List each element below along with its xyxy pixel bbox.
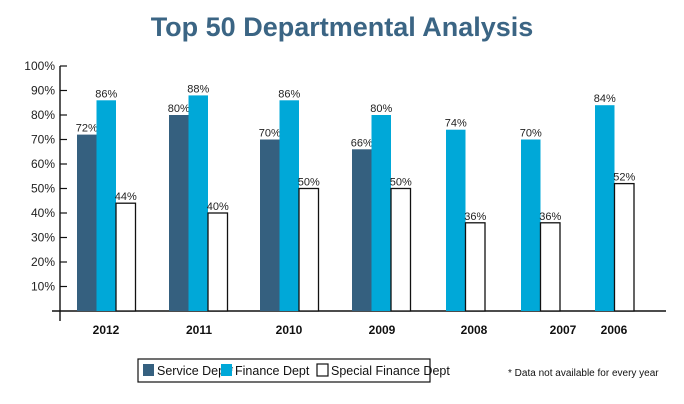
bar-finance-dept-2006 xyxy=(595,105,615,311)
bar-finance-dept-2012 xyxy=(96,100,116,311)
bar-service-dept-2011 xyxy=(169,115,189,311)
bar-special-finance-dept-2012 xyxy=(115,202,137,312)
data-label: 72% xyxy=(76,123,98,135)
y-tick-label: 50% xyxy=(31,182,55,196)
bar-finance-dept-2011 xyxy=(188,95,208,312)
x-tick-label: 2006 xyxy=(601,323,628,337)
bar-service-dept-2010 xyxy=(260,139,280,311)
data-label: 80% xyxy=(370,103,392,115)
data-label: 70% xyxy=(520,128,542,140)
data-label: 86% xyxy=(278,88,300,100)
x-tick-label: 2008 xyxy=(461,323,488,337)
bar-special-finance-dept-2011 xyxy=(207,212,229,312)
footnote: * Data not available for every year xyxy=(508,368,659,379)
data-label: 70% xyxy=(259,128,281,140)
data-label: 74% xyxy=(445,118,467,130)
legend-label: Special Finance Dept xyxy=(331,364,450,378)
x-tick-label: 2011 xyxy=(186,323,212,337)
bar-service-dept-2012 xyxy=(77,134,97,311)
bars: 72% 86% 44% 2012 80% 88% 40% 2011 70% 86% 50% 2010 6… xyxy=(76,83,636,337)
data-label: 80% xyxy=(168,103,190,115)
bar-service-dept-2009 xyxy=(352,149,372,311)
bar-special-finance-dept-2009 xyxy=(390,187,412,312)
bar-special-finance-dept-2006 xyxy=(613,182,635,312)
bar-special-finance-dept-2008 xyxy=(464,222,486,312)
y-tick-label: 70% xyxy=(31,133,55,147)
data-label: 36% xyxy=(464,211,486,223)
bar-finance-dept-2007 xyxy=(521,139,541,311)
data-label: 52% xyxy=(613,172,635,184)
data-label: 40% xyxy=(207,201,229,213)
legend-swatch xyxy=(221,364,232,376)
legend: Service Dept* Finance Dept Special Finance… xyxy=(137,358,450,383)
x-tick-label: 2009 xyxy=(369,323,396,337)
data-label: 50% xyxy=(390,177,412,189)
chart-title: Top 50 Departmental Analysis xyxy=(150,12,534,42)
data-label: 84% xyxy=(594,93,616,105)
y-tick-label: 90% xyxy=(31,84,55,98)
y-tick-label: 80% xyxy=(31,108,55,122)
legend-label: Service Dept* xyxy=(157,364,234,378)
y-tick-label: 20% xyxy=(31,255,55,269)
y-tick-label: 40% xyxy=(31,206,55,220)
legend-swatch xyxy=(143,364,154,376)
data-label: 66% xyxy=(351,137,373,149)
y-tick-label: 60% xyxy=(31,157,55,171)
bar-finance-dept-2008 xyxy=(446,129,466,311)
data-label: 44% xyxy=(115,191,137,203)
bar-finance-dept-2009 xyxy=(371,115,391,311)
data-label: 86% xyxy=(95,88,117,100)
x-tick-label: 2010 xyxy=(276,323,303,337)
data-label: 50% xyxy=(298,177,320,189)
bar-special-finance-dept-2010 xyxy=(298,187,320,312)
legend-swatch xyxy=(316,363,329,377)
x-tick-label: 2007 xyxy=(550,323,577,337)
y-tick-label: 10% xyxy=(31,280,55,294)
data-label: 88% xyxy=(187,83,209,95)
y-tick-label: 100% xyxy=(24,59,55,73)
y-tick-label: 30% xyxy=(31,231,55,245)
x-tick-label: 2012 xyxy=(93,323,120,337)
bar-special-finance-dept-2007 xyxy=(539,222,561,312)
legend-box xyxy=(137,358,431,383)
bar-finance-dept-2010 xyxy=(279,100,299,311)
legend-label: Finance Dept xyxy=(235,364,310,378)
data-label: 36% xyxy=(539,211,561,223)
